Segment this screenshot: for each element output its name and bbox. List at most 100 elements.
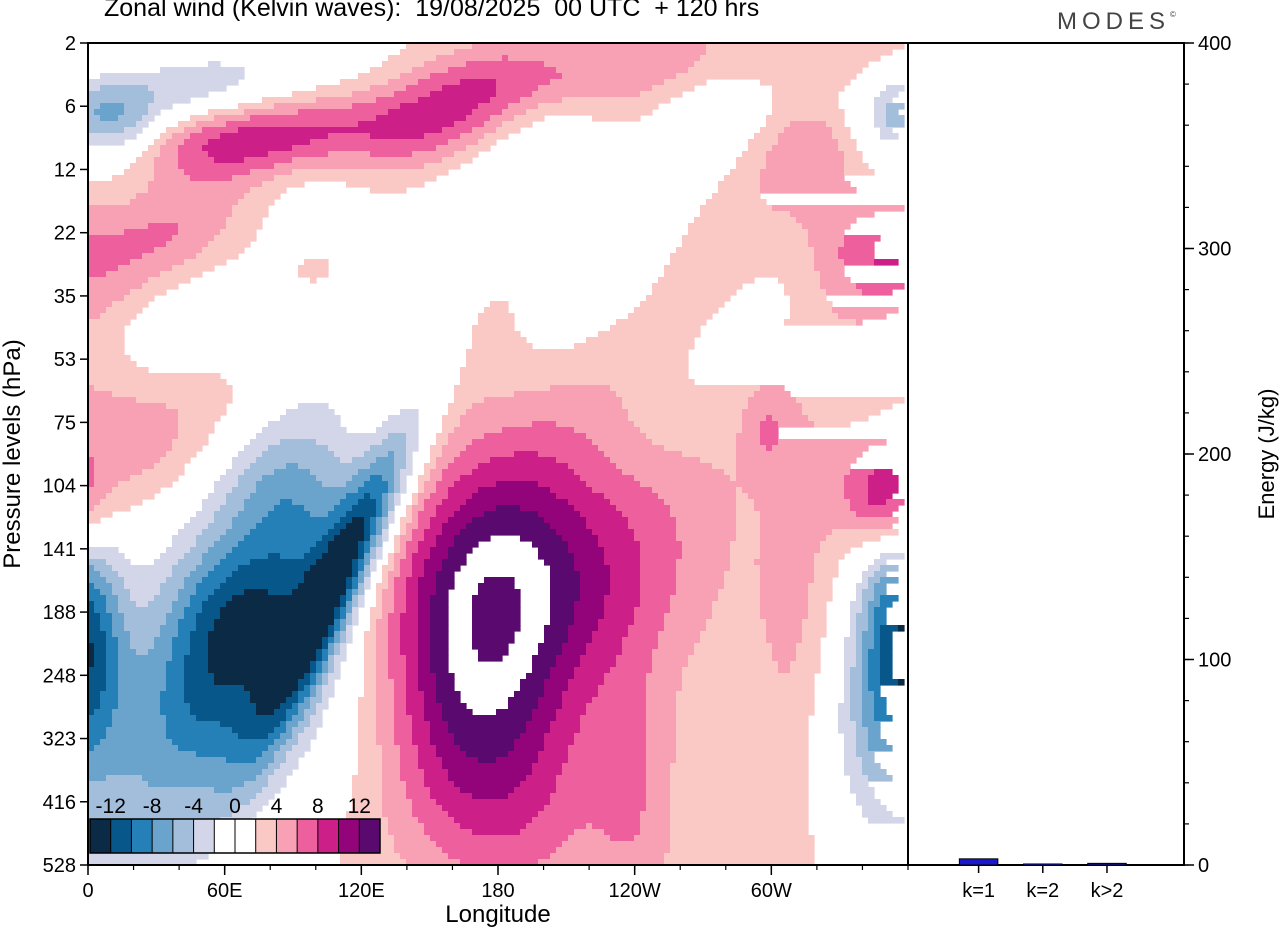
heatmap-cell xyxy=(394,493,401,500)
heatmap-cell xyxy=(442,475,461,482)
heatmap-cell xyxy=(598,535,635,542)
heatmap-cell xyxy=(190,547,209,554)
heatmap-cell xyxy=(400,745,419,752)
heatmap-cell xyxy=(376,97,419,104)
colorbar-swatch xyxy=(193,819,215,853)
heatmap-cell xyxy=(760,553,815,560)
heatmap-cell xyxy=(370,535,377,542)
heatmap-cell xyxy=(190,133,221,140)
heatmap-cell xyxy=(274,505,305,512)
heatmap-cell xyxy=(748,397,797,404)
heatmap-cell xyxy=(580,655,617,662)
heatmap-cell xyxy=(100,85,149,92)
heatmap-cell xyxy=(358,583,365,590)
heatmap-cell xyxy=(202,601,227,608)
heatmap-cell xyxy=(862,577,869,584)
heatmap-cell xyxy=(88,349,125,356)
heatmap-cell xyxy=(346,619,353,626)
heatmap-cell xyxy=(676,733,809,740)
heatmap-cell xyxy=(724,577,761,584)
heatmap-cell xyxy=(544,517,587,524)
heatmap-cell xyxy=(262,751,275,758)
heatmap-cell xyxy=(676,523,737,530)
heatmap-cell xyxy=(400,853,449,860)
heatmap-cell xyxy=(88,91,155,98)
heatmap-cell xyxy=(478,103,509,110)
heatmap-cell xyxy=(646,745,677,752)
heatmap-cell xyxy=(316,703,329,710)
heatmap-cell xyxy=(592,637,623,644)
heatmap-cell xyxy=(88,427,179,434)
heatmap-cell xyxy=(388,493,395,500)
heatmap-cell xyxy=(394,841,437,848)
heatmap-cell xyxy=(112,487,161,494)
heatmap-cell xyxy=(88,199,131,206)
heatmap-cell xyxy=(346,577,353,584)
heatmap-cell xyxy=(172,637,191,644)
heatmap-cell xyxy=(166,673,185,680)
heatmap-cell xyxy=(214,673,305,680)
heatmap-cell xyxy=(400,73,431,80)
heatmap-cell xyxy=(196,589,215,596)
heatmap-cell xyxy=(394,469,401,476)
heatmap-cell xyxy=(580,589,611,596)
heatmap-cell xyxy=(406,529,413,536)
heatmap-cell xyxy=(88,79,239,86)
heatmap-cell xyxy=(862,649,869,656)
heatmap-cell xyxy=(574,469,623,476)
heatmap-cell xyxy=(256,775,269,782)
heatmap-cell xyxy=(514,787,557,794)
heatmap-cell xyxy=(472,109,503,116)
colorbar-tick-label: -4 xyxy=(184,795,203,818)
heatmap-cell xyxy=(106,577,125,584)
heatmap-cell xyxy=(118,697,161,704)
heatmap-cell xyxy=(406,709,425,716)
heatmap-cell xyxy=(700,457,737,464)
heatmap-cell xyxy=(136,397,233,404)
heatmap-cell xyxy=(670,793,809,800)
heatmap-cell xyxy=(664,445,737,452)
heatmap-cell xyxy=(124,127,143,134)
heatmap-cell xyxy=(298,109,389,116)
heatmap-cell xyxy=(532,661,557,668)
heatmap-cell xyxy=(760,181,851,188)
heatmap-cell xyxy=(418,595,431,602)
heatmap-cell xyxy=(736,433,761,440)
heatmap-cell xyxy=(400,541,407,548)
heatmap-cell xyxy=(832,529,899,536)
heatmap-cell xyxy=(478,589,521,596)
heatmap-cell xyxy=(394,739,413,746)
heatmap-cell xyxy=(316,679,323,686)
heatmap-cell xyxy=(106,643,119,650)
heatmap-cell xyxy=(310,469,359,476)
heatmap-cell xyxy=(424,769,449,776)
heatmap-cell xyxy=(88,625,101,632)
heatmap-cell xyxy=(280,415,341,422)
heatmap-cell xyxy=(256,703,281,710)
y-tick-label: 53 xyxy=(54,349,76,371)
heatmap-cell xyxy=(232,787,263,794)
heatmap-cell xyxy=(166,139,185,146)
heatmap-cell xyxy=(580,583,611,590)
heatmap-cell xyxy=(178,121,197,128)
heatmap-cell xyxy=(460,373,689,380)
heatmap-cell xyxy=(676,703,815,710)
heatmap-cell xyxy=(412,559,425,566)
heatmap-cell xyxy=(352,103,401,110)
heatmap-cell xyxy=(532,421,557,428)
heatmap-cell xyxy=(418,667,431,674)
heatmap-cell xyxy=(862,601,869,608)
heatmap-cell xyxy=(388,583,395,590)
heatmap-cell xyxy=(394,733,413,740)
heatmap-cell xyxy=(244,535,323,542)
heatmap-cell xyxy=(646,757,677,764)
heatmap-cell xyxy=(604,547,641,554)
heatmap-cell xyxy=(574,619,599,626)
heatmap-cell xyxy=(376,631,389,638)
heatmap-cell xyxy=(160,67,245,74)
heatmap-cell xyxy=(466,445,599,452)
heatmap-cell xyxy=(424,703,443,710)
heatmap-cell xyxy=(394,451,407,458)
heatmap-cell xyxy=(646,805,671,812)
heatmap-cell xyxy=(448,727,527,734)
